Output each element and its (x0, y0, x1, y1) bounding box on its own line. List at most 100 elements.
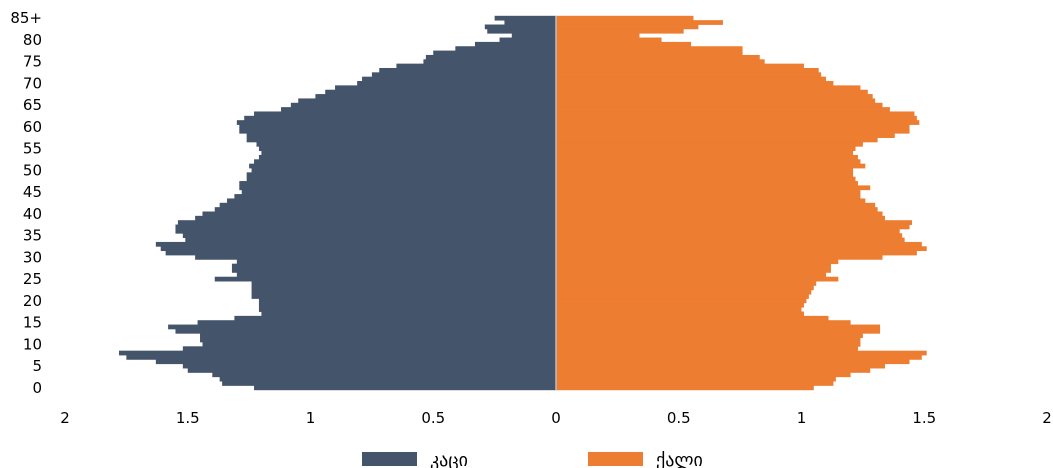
male-bar-age-38 (177, 220, 556, 225)
female-bar-age-30 (556, 254, 883, 260)
y-tick-label: 15 (23, 314, 42, 332)
male-bar-age-32 (160, 246, 557, 252)
female-bar-age-49 (556, 172, 854, 178)
male-bar-age-61 (236, 120, 556, 125)
male-bar-age-73 (379, 67, 556, 73)
female-bar-age-57 (556, 137, 878, 143)
female-bar-age-65 (556, 102, 883, 108)
y-tick-label: 40 (23, 205, 42, 223)
male-legend-label: კაცი (430, 450, 468, 468)
male-bar-age-31 (165, 250, 556, 256)
female-bar-age-76 (556, 54, 760, 60)
y-tick-label: 50 (23, 161, 42, 179)
female-bar-age-28 (556, 263, 831, 269)
male-bar-age-19 (258, 302, 556, 308)
female-bar-age-64 (556, 107, 890, 112)
female-bar-age-52 (556, 159, 861, 165)
female-bar-age-83 (556, 24, 699, 30)
male-bar-age-4 (187, 368, 556, 373)
female-bar-age-4 (556, 368, 871, 373)
male-bar-age-34 (185, 237, 557, 243)
female-bar-age-34 (556, 237, 905, 243)
female-bar-age-7 (556, 355, 922, 360)
female-bar-age-62 (556, 115, 917, 121)
male-bar-age-71 (362, 76, 556, 82)
male-bar-age-74 (396, 63, 556, 69)
female-bar-age-32 (556, 246, 927, 252)
male-bar-age-54 (261, 150, 556, 156)
y-tick-label: 0 (32, 379, 42, 397)
male-bar-age-26 (236, 272, 556, 278)
female-bar-age-71 (556, 76, 827, 82)
male-bar-age-49 (246, 172, 557, 178)
female-bar-age-24 (556, 281, 817, 286)
male-bar-age-56 (256, 141, 556, 147)
female-bar-age-79 (556, 41, 692, 47)
male-bar-age-80 (499, 37, 556, 43)
male-bar-age-63 (254, 111, 557, 117)
male-bar-age-5 (182, 363, 556, 369)
female-bar-age-42 (556, 202, 876, 208)
male-bar-age-82 (487, 28, 556, 34)
male-bar-age-8 (119, 350, 556, 356)
male-bar-age-66 (298, 98, 556, 104)
female-bar-age-35 (556, 233, 903, 238)
female-bar-age-59 (556, 128, 910, 134)
female-bar-age-56 (556, 141, 863, 147)
female-bar-age-6 (556, 359, 910, 365)
male-bar-age-70 (357, 81, 556, 86)
male-bar-age-59 (239, 128, 556, 134)
male-bar-age-76 (425, 54, 556, 60)
female-legend-swatch (588, 452, 643, 466)
y-tick-label: 45 (23, 183, 42, 201)
female-bar-age-33 (556, 241, 922, 247)
female-bar-age-81 (556, 33, 640, 38)
male-bar-age-60 (239, 124, 556, 130)
male-bar-age-41 (214, 207, 556, 212)
male-bar-age-69 (335, 85, 556, 91)
male-bar-age-29 (236, 259, 556, 265)
y-tick-label: 55 (23, 140, 42, 158)
male-bar-age-22 (251, 289, 556, 295)
female-legend-label: ქალი (656, 450, 703, 468)
female-bar-age-78 (556, 46, 743, 51)
male-bar-age-68 (325, 89, 556, 95)
male-bar-age-12 (200, 333, 556, 339)
female-bar-age-67 (556, 94, 873, 99)
female-bar-age-3 (556, 372, 851, 378)
male-bar-age-17 (261, 311, 556, 317)
female-bar-age-40 (556, 211, 883, 217)
y-tick-label: 25 (23, 270, 42, 288)
male-bar-age-15 (197, 320, 556, 325)
male-bar-age-78 (455, 46, 556, 51)
female-bar-age-43 (556, 198, 866, 204)
female-bar-age-20 (556, 298, 807, 304)
x-tick-label: 1 (306, 409, 316, 427)
male-bar-age-27 (231, 268, 556, 273)
female-bar-age-80 (556, 37, 662, 43)
female-bar-age-47 (556, 181, 858, 186)
male-bar-age-10 (202, 341, 557, 347)
male-bar-age-57 (246, 137, 557, 143)
female-bar-age-85 (556, 15, 694, 21)
y-tick-label: 70 (23, 74, 42, 92)
female-bar-age-46 (556, 185, 871, 191)
male-bar-age-37 (175, 224, 556, 230)
y-tick-label: 85+ (10, 9, 42, 27)
male-bar-age-83 (484, 24, 556, 30)
legend: კაცი ქალი (362, 450, 703, 468)
male-bar-age-84 (504, 20, 556, 25)
female-bar-age-0 (556, 385, 814, 391)
female-bar-age-11 (556, 337, 861, 343)
female-bar-age-55 (556, 146, 856, 152)
female-bar-age-54 (556, 150, 854, 156)
male-bar-age-67 (315, 94, 556, 99)
female-bar-age-61 (556, 120, 920, 125)
female-bar-age-13 (556, 328, 881, 334)
male-bar-age-64 (281, 107, 556, 112)
female-bar-age-41 (556, 207, 878, 212)
y-tick-label: 20 (23, 292, 42, 310)
female-bar-age-1 (556, 381, 834, 386)
